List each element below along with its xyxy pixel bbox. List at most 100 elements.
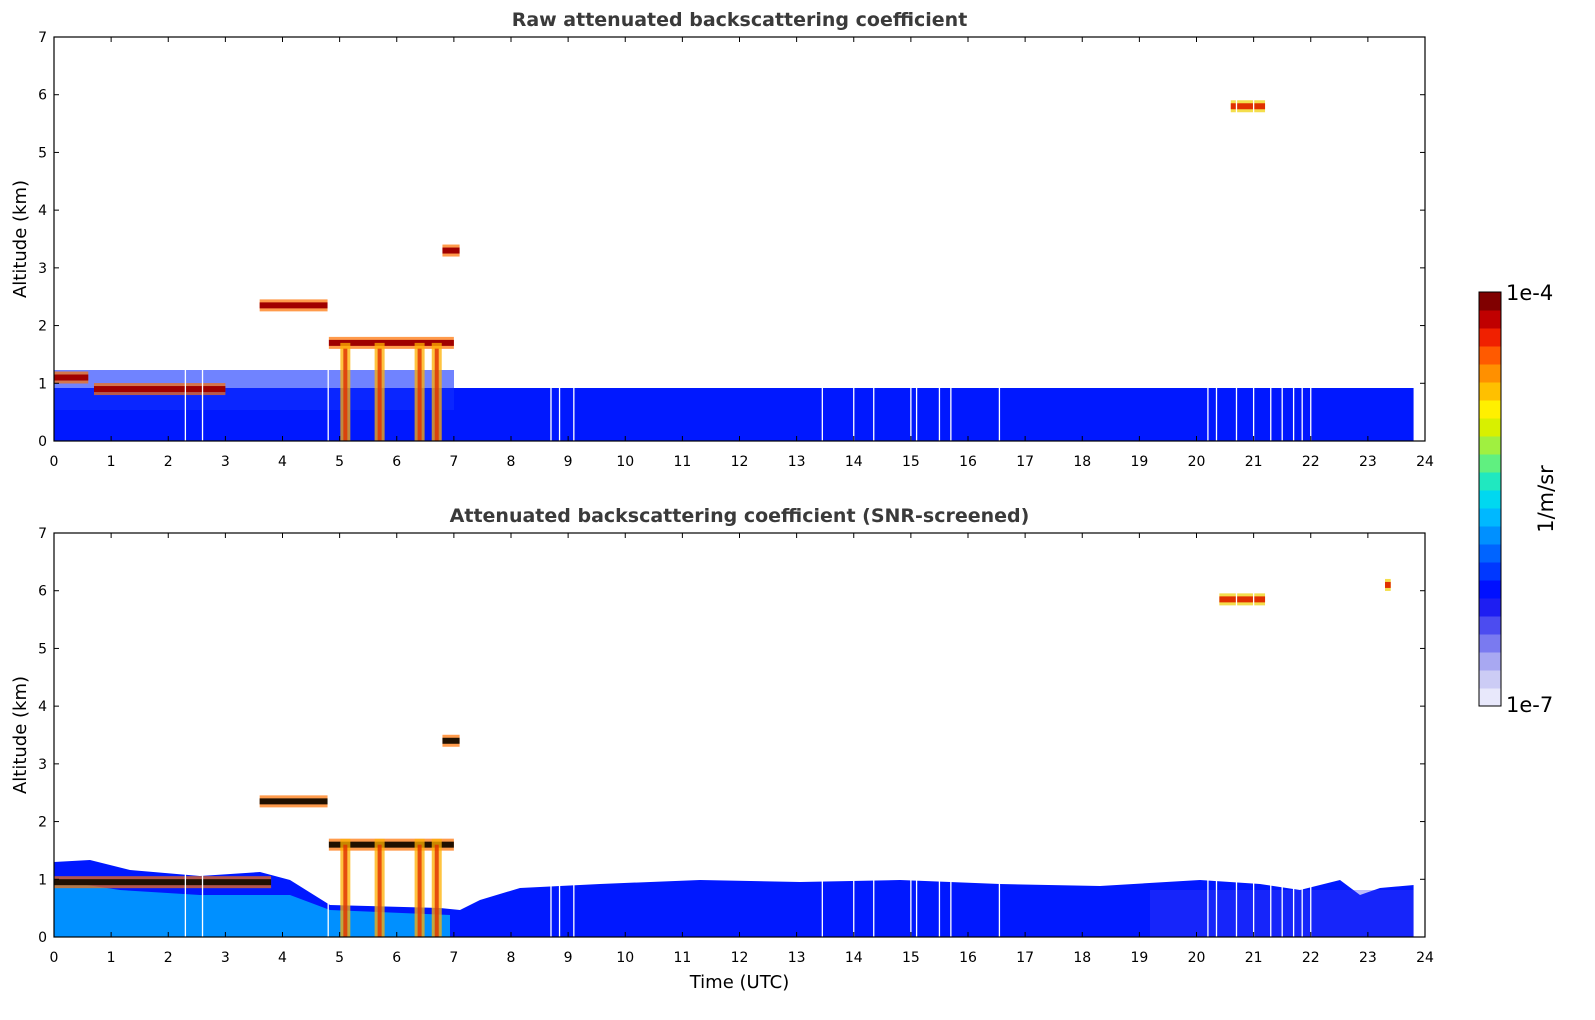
cloud-layer [54, 879, 272, 886]
raw-x-tick-label: 11 [673, 454, 691, 470]
colorbar-cell [1479, 292, 1501, 311]
raw-y-axis-label: Altitude (km) [10, 180, 31, 298]
colorbar-cell [1479, 526, 1501, 545]
screened-y-tick-label: 3 [38, 757, 47, 773]
cloud-layer [1230, 103, 1266, 110]
precipitation-streak-core [434, 844, 439, 937]
raw-x-tick-label: 14 [845, 454, 863, 470]
raw-x-tick-label: 8 [507, 454, 516, 470]
screened-x-tick-label: 16 [959, 950, 977, 966]
cloud-layer [259, 798, 329, 805]
colorbar-cell [1479, 400, 1501, 419]
precipitation-streak-core [434, 348, 439, 441]
screened-x-tick-label: 24 [1416, 950, 1434, 966]
cloud-layer [328, 339, 454, 346]
screened-y-tick-label: 2 [38, 815, 47, 831]
screened-x-tick-label: 0 [50, 950, 59, 966]
raw-x-tick-label: 19 [1130, 454, 1148, 470]
raw-x-tick-label: 13 [788, 454, 806, 470]
colorbar-cell [1479, 364, 1501, 383]
colorbar: 1e-4 1e-7 1/m/sr [1478, 281, 1558, 717]
screened-y-ticks: 0 1 2 3 4 5 6 7 [38, 526, 1425, 946]
raw-y-tick-label: 3 [38, 261, 47, 277]
screened-x-tick-label: 1 [107, 950, 116, 966]
colorbar-cell [1479, 688, 1501, 707]
cloud-layer [259, 302, 329, 309]
screened-x-tick-label: 17 [1016, 950, 1034, 966]
colorbar-frame [1478, 291, 1502, 707]
colorbar-cell [1479, 508, 1501, 527]
colorbar-cell [1479, 670, 1501, 689]
colorbar-cell [1479, 310, 1501, 329]
colorbar-cell [1479, 490, 1501, 509]
screened-y-tick-label: 7 [38, 526, 47, 542]
colorbar-cell [1479, 580, 1501, 599]
cloud-layer [1219, 596, 1266, 603]
precipitation-streak-core [343, 844, 348, 937]
raw-x-tick-label: 1 [107, 454, 116, 470]
screened-x-tick-label: 11 [673, 950, 691, 966]
screened-x-tick-label: 7 [449, 950, 458, 966]
x-axis-label: Time (UTC) [689, 972, 790, 993]
precipitation-streak-core [343, 348, 348, 441]
screened-x-tick-label: 5 [335, 950, 344, 966]
screened-x-tick-label: 9 [564, 950, 573, 966]
raw-heatmap [54, 37, 1425, 441]
screened-x-tick-label: 13 [788, 950, 806, 966]
raw-x-tick-label: 9 [564, 454, 573, 470]
colorbar-max-label: 1e-4 [1506, 281, 1553, 305]
screened-x-tick-label: 21 [1245, 950, 1263, 966]
raw-y-tick-label: 7 [38, 30, 47, 46]
screened-x-tick-label: 2 [164, 950, 173, 966]
raw-y-tick-label: 6 [38, 88, 47, 104]
colorbar-cell [1479, 472, 1501, 491]
cloud-layer [442, 247, 460, 254]
precipitation-streak-core [377, 348, 382, 441]
cloud-layer [1385, 581, 1391, 588]
screened-x-tick-label: 15 [902, 950, 920, 966]
screened-x-tick-label: 20 [1188, 950, 1206, 966]
screened-x-tick-label: 8 [507, 950, 516, 966]
colorbar-unit-label: 1/m/sr [1534, 465, 1558, 533]
raw-x-tick-label: 5 [335, 454, 344, 470]
screened-heatmap [54, 533, 1425, 937]
raw-x-tick-label: 0 [50, 454, 59, 470]
colorbar-cell [1479, 382, 1501, 401]
screened-x-tick-label: 10 [616, 950, 634, 966]
screened-x-tick-label: 22 [1302, 950, 1320, 966]
screened-x-tick-label: 14 [845, 950, 863, 966]
screened-x-ticks: 0 1 2 3 4 5 6 7 8 9 10 11 12 13 14 15 16 17 18 19 20 21 22 23 24 [50, 533, 1434, 966]
raw-x-tick-label: 15 [902, 454, 920, 470]
screened-x-tick-label: 12 [731, 950, 749, 966]
screened-y-tick-label: 5 [38, 641, 47, 657]
colorbar-cell [1479, 544, 1501, 563]
raw-x-tick-label: 23 [1359, 454, 1377, 470]
raw-x-tick-label: 18 [1073, 454, 1091, 470]
colorbar-cell [1479, 598, 1501, 617]
raw-y-tick-label: 0 [38, 434, 47, 450]
colorbar-cell [1479, 634, 1501, 653]
colorbar-cell [1479, 346, 1501, 365]
raw-x-tick-label: 17 [1016, 454, 1034, 470]
cloud-layer [54, 374, 89, 381]
raw-y-tick-label: 1 [38, 376, 47, 392]
raw-y-tick-label: 4 [38, 203, 47, 219]
no-data-region [1413, 533, 1425, 937]
precipitation-streak-core [417, 348, 422, 441]
screened-y-tick-label: 1 [38, 872, 47, 888]
raw-panel-title: Raw attenuated backscattering coefficien… [512, 9, 968, 31]
colorbar-cell [1479, 454, 1501, 473]
cloud-layer [328, 841, 454, 848]
screened-y-axis-label: Altitude (km) [10, 676, 31, 794]
cloud-layer [93, 386, 226, 393]
raw-x-tick-label: 24 [1416, 454, 1434, 470]
colorbar-cell [1479, 616, 1501, 635]
screened-panel-title: Attenuated backscattering coefficient (S… [450, 505, 1030, 527]
screened-y-tick-label: 6 [38, 584, 47, 600]
raw-panel: Raw attenuated backscattering coefficien… [10, 9, 1434, 470]
raw-y-ticks: 0 1 2 3 4 5 6 7 [38, 30, 1425, 450]
no-data-region [1413, 37, 1425, 441]
raw-x-tick-label: 16 [959, 454, 977, 470]
colorbar-cell [1479, 418, 1501, 437]
